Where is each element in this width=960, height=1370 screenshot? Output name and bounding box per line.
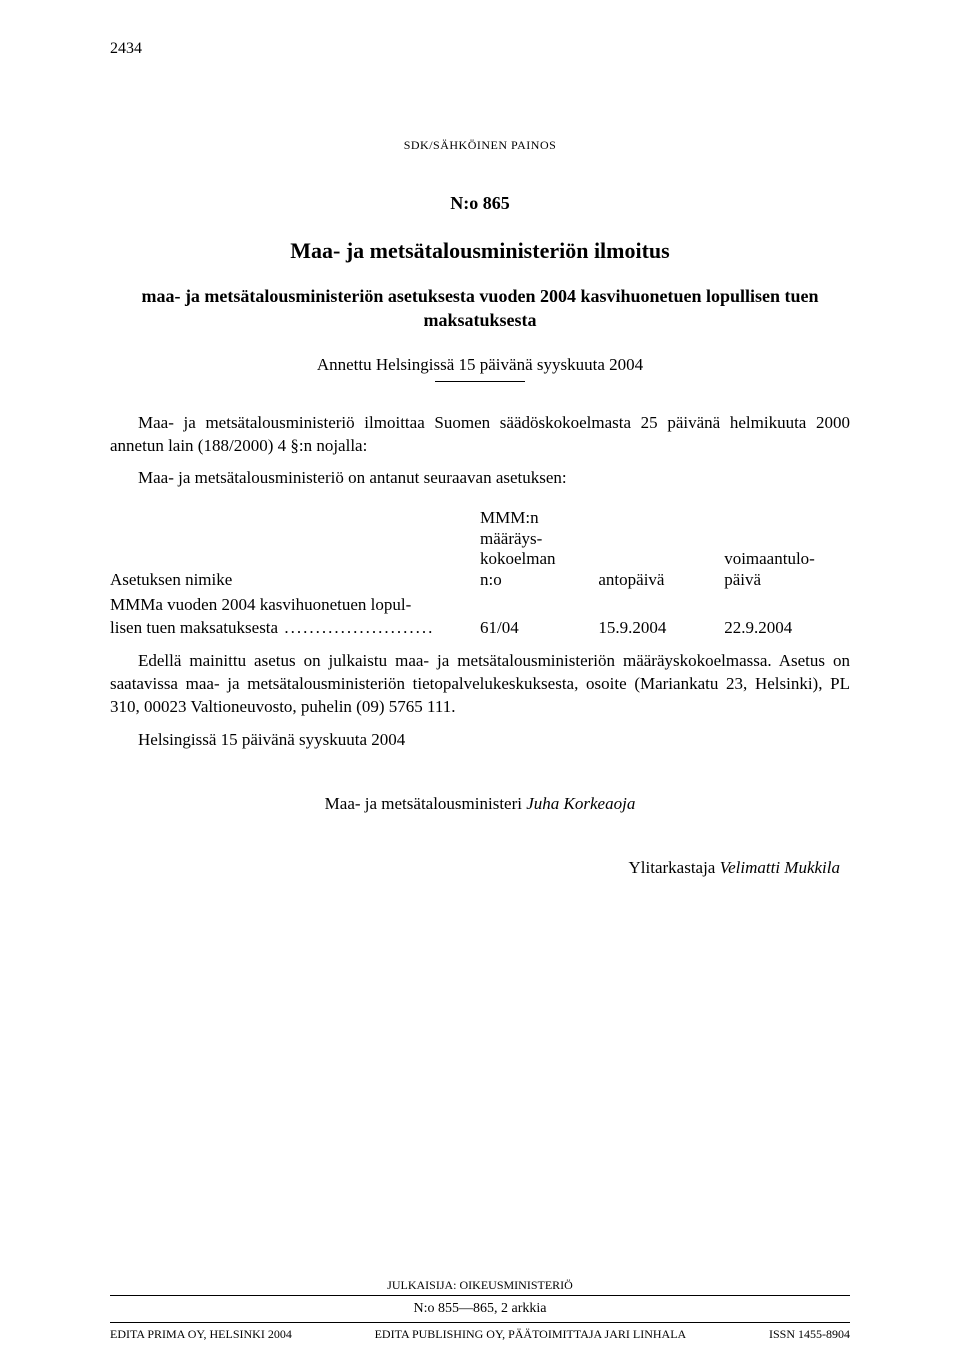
paragraph: Edellä mainittu asetus on julkaistu maa-… <box>110 650 850 719</box>
footer-range: N:o 855—865, 2 arkkia <box>0 1298 960 1320</box>
header-text: kokoelman <box>480 549 556 568</box>
cell-text: MMMa vuoden 2004 kasvihuonetuen lopul- <box>110 595 411 614</box>
reviewer-title: Ylitarkastaja <box>629 858 720 877</box>
page-number: 2434 <box>110 40 850 58</box>
col-header-number: MMM:n määräys- kokoelman n:o <box>480 506 598 592</box>
header-text: määräys- <box>480 529 542 548</box>
document-page: 2434 SDK/SÄHKÖINEN PAINOS N:o 865 Maa- j… <box>0 0 960 1370</box>
signature-block: Maa- ja metsätalousministeri Juha Korkea… <box>110 794 850 814</box>
cell-text: lisen tuen maksatuksesta <box>110 618 434 637</box>
signer-title: Maa- ja metsätalousministeri <box>325 794 527 813</box>
footer-bottom-row: EDITA PRIMA OY, HELSINKI 2004 EDITA PUBL… <box>110 1327 850 1342</box>
paragraph: Maa- ja metsätalousministeriö ilmoittaa … <box>110 412 850 458</box>
reviewer-name: Velimatti Mukkila <box>720 858 840 877</box>
footer-left: EDITA PRIMA OY, HELSINKI 2004 <box>110 1327 292 1342</box>
document-number: N:o 865 <box>110 193 850 214</box>
signer-name: Juha Korkeaoja <box>526 794 635 813</box>
paragraph: Maa- ja metsätalousministeriö on antanut… <box>110 467 850 490</box>
col-header-name: Asetuksen nimike <box>110 506 480 592</box>
footer-rule <box>110 1295 850 1296</box>
footer-publisher: JULKAISIJA: OIKEUSMINISTERIÖ <box>0 1278 960 1293</box>
cell-effective: 22.9.2004 <box>724 592 850 642</box>
body-text: Maa- ja metsätalousministeriö ilmoittaa … <box>110 412 850 752</box>
footer-center: EDITA PUBLISHING OY, PÄÄTOIMITTAJA JARI … <box>375 1327 687 1342</box>
paragraph: Helsingissä 15 päivänä syyskuuta 2004 <box>110 729 850 752</box>
footer-rule <box>110 1322 850 1323</box>
header-text: päivä <box>724 570 761 589</box>
header-text: n:o <box>480 570 502 589</box>
given-at-line: Annettu Helsingissä 15 päivänä syyskuuta… <box>110 355 850 375</box>
cell-number: 61/04 <box>480 592 598 642</box>
header-text: voimaantulo- <box>724 549 815 568</box>
col-header-date-issued: antopäivä <box>598 506 724 592</box>
table-header-row: Asetuksen nimike MMM:n määräys- kokoelma… <box>110 506 850 592</box>
title-rule <box>435 381 525 382</box>
document-subtitle: maa- ja metsätalousministeriön asetukses… <box>130 284 830 333</box>
reviewer-block: Ylitarkastaja Velimatti Mukkila <box>110 858 850 878</box>
table-row: MMMa vuoden 2004 kasvihuonetuen lopul- l… <box>110 592 850 642</box>
cell-date-issued: 15.9.2004 <box>598 592 724 642</box>
edition-stamp: SDK/SÄHKÖINEN PAINOS <box>110 138 850 153</box>
regulation-table: Asetuksen nimike MMM:n määräys- kokoelma… <box>110 506 850 641</box>
page-footer: JULKAISIJA: OIKEUSMINISTERIÖ N:o 855—865… <box>0 1278 960 1342</box>
header-text: MMM:n <box>480 508 539 527</box>
footer-right: ISSN 1455-8904 <box>769 1327 850 1342</box>
col-header-effective: voimaantulo- päivä <box>724 506 850 592</box>
document-title: Maa- ja metsätalousministeriön ilmoitus <box>110 238 850 264</box>
cell-name: MMMa vuoden 2004 kasvihuonetuen lopul- l… <box>110 592 480 642</box>
